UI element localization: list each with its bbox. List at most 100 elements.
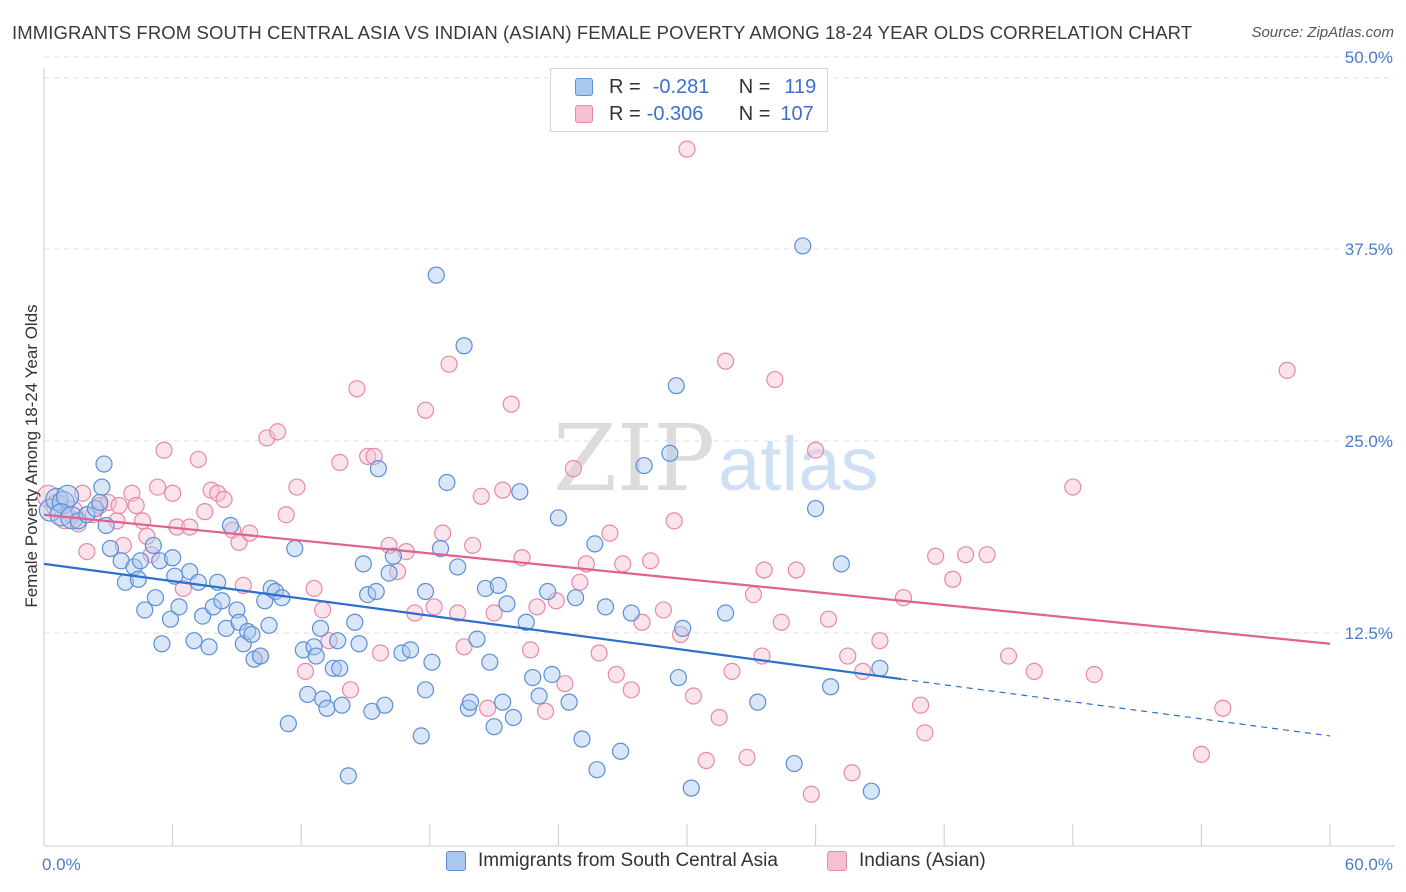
data-point-immigrants <box>461 693 480 711</box>
data-point-indians <box>854 662 872 681</box>
data-point-immigrants <box>539 582 557 601</box>
data-point-indians <box>155 441 173 459</box>
data-point-immigrants <box>339 767 357 785</box>
data-point-indians <box>277 506 295 524</box>
legend-n-value: 119 <box>784 75 817 98</box>
data-point-immigrants <box>230 613 248 631</box>
data-point-immigrants <box>586 535 604 553</box>
data-point-immigrants <box>449 558 467 576</box>
data-point-immigrants <box>331 659 349 677</box>
data-point-immigrants <box>346 613 364 631</box>
data-point-indians <box>479 699 497 717</box>
data-point-indians <box>684 687 703 705</box>
data-point-immigrants <box>635 456 653 475</box>
data-point-indians <box>464 536 482 555</box>
data-point-immigrants <box>136 601 154 619</box>
data-point-indians <box>806 441 825 459</box>
data-point-indians <box>502 395 520 413</box>
data-point-immigrants <box>489 576 507 594</box>
data-point-indians <box>978 546 996 564</box>
data-point-immigrants <box>324 659 342 677</box>
data-point-indians <box>440 355 458 373</box>
data-point-indians <box>528 598 546 616</box>
data-point-immigrants <box>423 653 441 671</box>
data-point-indians <box>755 561 773 579</box>
data-point-immigrants <box>476 579 495 598</box>
data-point-indians <box>1214 699 1232 717</box>
y-tick-label: 37.5% <box>1345 240 1393 259</box>
data-point-immigrants <box>101 539 120 558</box>
data-point-indians <box>697 751 715 770</box>
axis-labels: 12.5% 25.0% 37.5% 50.0% 0.0% 60.0% Female Pove… <box>22 48 1393 874</box>
data-point-immigrants <box>438 473 456 492</box>
data-point-indians <box>181 518 199 536</box>
data-point-immigrants <box>494 693 512 711</box>
data-point-immigrants <box>251 647 270 665</box>
data-point-indians <box>1192 745 1211 763</box>
data-point-immigrants <box>384 547 402 565</box>
data-point-immigrants <box>806 499 825 518</box>
bottom-legend-indians: Indians (Asian) <box>827 850 986 872</box>
data-point-immigrants <box>661 444 679 462</box>
data-point-indians <box>189 450 207 469</box>
data-point-immigrants <box>95 455 113 473</box>
grid-lines <box>44 56 1395 634</box>
data-point-indians <box>654 601 673 619</box>
data-point-immigrants <box>91 493 109 512</box>
data-point-immigrants <box>129 570 147 588</box>
data-point-indians <box>1278 361 1296 379</box>
data-point-indians <box>536 702 555 720</box>
data-point-immigrants <box>93 478 111 496</box>
data-point-immigrants <box>481 653 499 671</box>
data-point-indians <box>449 604 467 622</box>
data-point-immigrants <box>427 266 445 284</box>
data-point-immigrants <box>794 237 812 255</box>
data-point-indians <box>314 601 332 619</box>
data-point-indians <box>564 460 583 478</box>
legend-r-value: -0.306 <box>646 102 704 125</box>
bottom-legend-swatch-blue <box>446 851 466 871</box>
data-point-immigrants <box>131 552 150 570</box>
data-point-immigrants <box>144 536 162 555</box>
data-point-immigrants <box>51 490 75 515</box>
data-point-indians <box>665 512 683 530</box>
data-point-indians <box>843 764 861 782</box>
data-point-immigrants <box>785 754 803 773</box>
data-point-indians <box>331 453 349 472</box>
data-point-indians <box>819 610 838 628</box>
data-point-immigrants <box>311 619 330 637</box>
data-point-immigrants <box>822 678 840 696</box>
data-point-immigrants <box>318 699 336 717</box>
data-point-indians <box>174 579 192 598</box>
data-point-indians <box>209 484 227 502</box>
data-point-immigrants <box>511 483 529 501</box>
data-point-immigrants <box>153 635 171 653</box>
data-point-immigrants <box>299 685 317 704</box>
data-point-immigrants <box>189 573 207 591</box>
data-point-indians <box>258 429 276 447</box>
y-tick-label: 12.5% <box>1345 624 1393 643</box>
data-point-immigrants <box>412 727 430 745</box>
data-point-immigrants <box>185 632 203 650</box>
legend-swatch-blue <box>575 78 593 96</box>
data-point-indians <box>196 503 214 521</box>
data-point-immigrants <box>416 582 435 601</box>
correlation-legend: R = -0.281 N = 119 R = -0.306 N = 107 <box>550 68 828 132</box>
data-point-immigrants <box>468 630 486 648</box>
data-point-immigrants <box>329 632 347 650</box>
data-point-indians <box>738 748 756 767</box>
data-point-indians <box>241 524 259 542</box>
data-point-immigrants <box>573 730 591 748</box>
data-point-immigrants <box>749 693 767 711</box>
data-point-indians <box>744 585 763 604</box>
data-point-immigrants <box>498 595 516 613</box>
data-point-immigrants <box>517 613 535 631</box>
chart-source: Source: ZipAtlas.com <box>1251 24 1394 41</box>
bottom-legend-label: Indians (Asian) <box>859 850 986 871</box>
data-point-indians <box>494 481 512 499</box>
data-point-immigrants <box>367 582 385 601</box>
data-point-immigrants <box>314 690 332 708</box>
data-point-immigrants <box>170 598 188 616</box>
data-point-immigrants <box>871 659 889 677</box>
